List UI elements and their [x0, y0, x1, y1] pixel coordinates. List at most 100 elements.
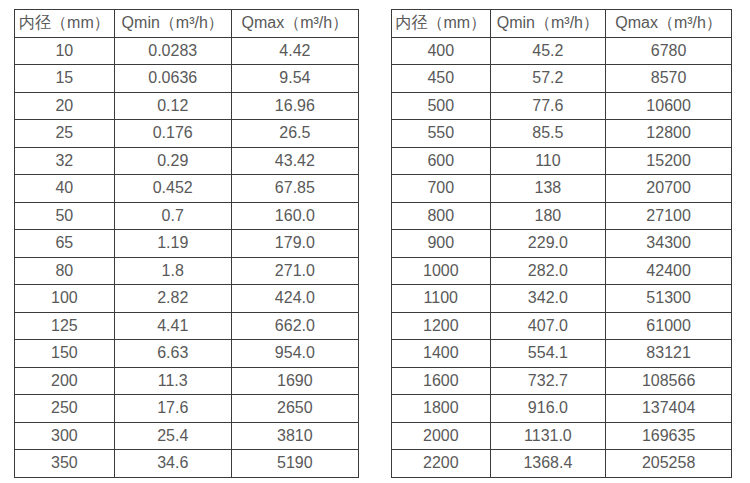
table-row: 40045.26780: [392, 37, 732, 65]
table-cell: 916.0: [490, 395, 606, 423]
table-cell: 0.29: [114, 147, 231, 175]
table-header: 内径（mm） Qmin（m³/h） Qmax（m³/h）: [15, 10, 359, 38]
table-cell: 424.0: [231, 285, 358, 313]
table-cell: 0.7: [114, 202, 231, 230]
table-cell: 16.96: [231, 92, 358, 120]
table-cell: 26.5: [231, 120, 358, 148]
table-cell: 400: [392, 37, 491, 65]
table-cell: 4.41: [114, 312, 231, 340]
table-cell: 34.6: [114, 450, 231, 478]
header-row: 内径（mm） Qmin（m³/h） Qmax（m³/h）: [15, 10, 359, 38]
table-row: 500.7160.0: [15, 202, 359, 230]
table-body: 40045.2678045057.2857050077.61060055085.…: [392, 37, 732, 477]
table-cell: 43.42: [231, 147, 358, 175]
table-row: 900229.034300: [392, 230, 732, 258]
table-cell: 20: [15, 92, 115, 120]
table-cell: 2.82: [114, 285, 231, 313]
table-cell: 271.0: [231, 257, 358, 285]
table-row: 55085.512800: [392, 120, 732, 148]
table-cell: 1368.4: [490, 450, 606, 478]
table-cell: 4.42: [231, 37, 358, 65]
table-row: 1100342.051300: [392, 285, 732, 313]
table-cell: 67.85: [231, 175, 358, 203]
table-cell: 32: [15, 147, 115, 175]
table-row: 1002.82424.0: [15, 285, 359, 313]
table-cell: 15200: [606, 147, 732, 175]
table-cell: 800: [392, 202, 491, 230]
table-cell: 2000: [392, 422, 491, 450]
table-row: 20001131.0169635: [392, 422, 732, 450]
table-cell: 110: [490, 147, 606, 175]
table-cell: 9.54: [231, 65, 358, 93]
table-row: 20011.31690: [15, 367, 359, 395]
table-header: 内径（mm） Qmin（m³/h） Qmax（m³/h）: [392, 10, 732, 38]
table-cell: 2650: [231, 395, 358, 423]
table-cell: 150: [15, 340, 115, 368]
table-row: 250.17626.5: [15, 120, 359, 148]
table-body: 100.02834.42150.06369.54200.1216.96250.1…: [15, 37, 359, 477]
table-cell: 25.4: [114, 422, 231, 450]
table-cell: 1.8: [114, 257, 231, 285]
table-cell: 2200: [392, 450, 491, 478]
table-cell: 1000: [392, 257, 491, 285]
header-cell-qmax: Qmax（m³/h）: [606, 10, 732, 38]
table-row: 70013820700: [392, 175, 732, 203]
header-cell-qmax: Qmax（m³/h）: [231, 10, 358, 38]
table-cell: 25: [15, 120, 115, 148]
table-row: 1200407.061000: [392, 312, 732, 340]
header-cell-qmin: Qmin（m³/h）: [114, 10, 231, 38]
table-cell: 6.63: [114, 340, 231, 368]
flow-table-large-diameters: 内径（mm） Qmin（m³/h） Qmax（m³/h） 40045.26780…: [391, 9, 732, 478]
table-row: 22001368.4205258: [392, 450, 732, 478]
table-row: 651.19179.0: [15, 230, 359, 258]
table-cell: 77.6: [490, 92, 606, 120]
table-cell: 57.2: [490, 65, 606, 93]
table-row: 50077.610600: [392, 92, 732, 120]
table-cell: 200: [15, 367, 115, 395]
table-cell: 20700: [606, 175, 732, 203]
table-cell: 282.0: [490, 257, 606, 285]
table-row: 30025.43810: [15, 422, 359, 450]
table-cell: 900: [392, 230, 491, 258]
table-cell: 0.12: [114, 92, 231, 120]
table-cell: 1100: [392, 285, 491, 313]
table-cell: 700: [392, 175, 491, 203]
table-cell: 42400: [606, 257, 732, 285]
table-row: 200.1216.96: [15, 92, 359, 120]
table-cell: 8570: [606, 65, 732, 93]
table-row: 35034.65190: [15, 450, 359, 478]
table-cell: 229.0: [490, 230, 606, 258]
table-cell: 160.0: [231, 202, 358, 230]
table-cell: 34300: [606, 230, 732, 258]
table-cell: 3810: [231, 422, 358, 450]
header-cell-qmin: Qmin（m³/h）: [490, 10, 606, 38]
table-cell: 179.0: [231, 230, 358, 258]
table-cell: 550: [392, 120, 491, 148]
table-cell: 1200: [392, 312, 491, 340]
table-cell: 65: [15, 230, 115, 258]
table-cell: 137404: [606, 395, 732, 423]
table-cell: 500: [392, 92, 491, 120]
table-row: 400.45267.85: [15, 175, 359, 203]
table-cell: 125: [15, 312, 115, 340]
table-cell: 205258: [606, 450, 732, 478]
table-cell: 40: [15, 175, 115, 203]
table-row: 100.02834.42: [15, 37, 359, 65]
table-row: 60011015200: [392, 147, 732, 175]
table-cell: 108566: [606, 367, 732, 395]
table-cell: 45.2: [490, 37, 606, 65]
table-cell: 10: [15, 37, 115, 65]
table-row: 1506.63954.0: [15, 340, 359, 368]
table-cell: 51300: [606, 285, 732, 313]
table-row: 1800916.0137404: [392, 395, 732, 423]
table-row: 320.2943.42: [15, 147, 359, 175]
table-row: 45057.28570: [392, 65, 732, 93]
flow-table-small-diameters: 内径（mm） Qmin（m³/h） Qmax（m³/h） 100.02834.4…: [14, 9, 359, 478]
table-row: 1400554.183121: [392, 340, 732, 368]
table-cell: 250: [15, 395, 115, 423]
table-cell: 1400: [392, 340, 491, 368]
table-row: 801.8271.0: [15, 257, 359, 285]
table-cell: 85.5: [490, 120, 606, 148]
table-cell: 1690: [231, 367, 358, 395]
header-cell-diameter: 内径（mm）: [392, 10, 491, 38]
